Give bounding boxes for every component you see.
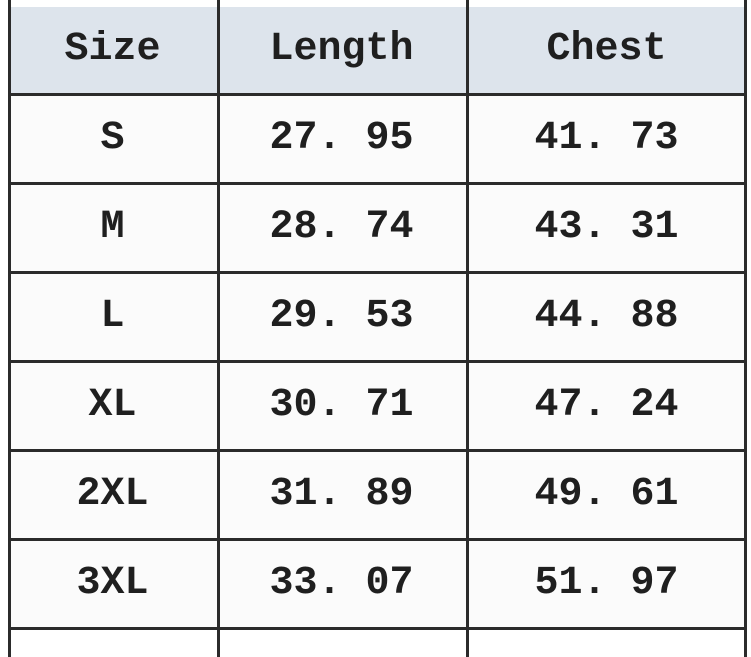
length-cell: 27. 95	[217, 94, 466, 185]
length-cell: 28. 74	[217, 183, 466, 274]
table-row-s: S 27. 95 41. 73	[8, 94, 747, 185]
table-row-2xl: 2XL 31. 89 49. 61	[8, 450, 747, 541]
size-cell: XL	[8, 361, 217, 452]
chest-cell: 47. 24	[466, 361, 747, 452]
size-cell: L	[8, 272, 217, 363]
column-header-length: Length	[217, 7, 466, 96]
table-row-m: M 28. 74 43. 31	[8, 183, 747, 274]
size-cell: 3XL	[8, 539, 217, 630]
size-table: Size Length Chest S 27. 95 41. 73 M 28. …	[8, 7, 747, 630]
length-cell: 29. 53	[217, 272, 466, 363]
size-cell: M	[8, 183, 217, 274]
length-cell: 33. 07	[217, 539, 466, 630]
chest-cell: 51. 97	[466, 539, 747, 630]
chest-cell: 49. 61	[466, 450, 747, 541]
column-header-size: Size	[8, 7, 217, 96]
length-cell: 31. 89	[217, 450, 466, 541]
table-header-row: Size Length Chest	[8, 7, 747, 96]
size-cell: 2XL	[8, 450, 217, 541]
chest-cell: 41. 73	[466, 94, 747, 185]
table-row-l: L 29. 53 44. 88	[8, 272, 747, 363]
table-divider-size-length	[217, 0, 220, 657]
table-divider-length-chest	[466, 0, 469, 657]
size-cell: S	[8, 94, 217, 185]
table-row-3xl: 3XL 33. 07 51. 97	[8, 539, 747, 630]
table-left-border-line	[8, 0, 11, 657]
chest-cell: 44. 88	[466, 272, 747, 363]
table-row-xl: XL 30. 71 47. 24	[8, 361, 747, 452]
length-cell: 30. 71	[217, 361, 466, 452]
chest-cell: 43. 31	[466, 183, 747, 274]
column-header-chest: Chest	[466, 7, 747, 96]
table-right-border-line	[744, 0, 747, 657]
